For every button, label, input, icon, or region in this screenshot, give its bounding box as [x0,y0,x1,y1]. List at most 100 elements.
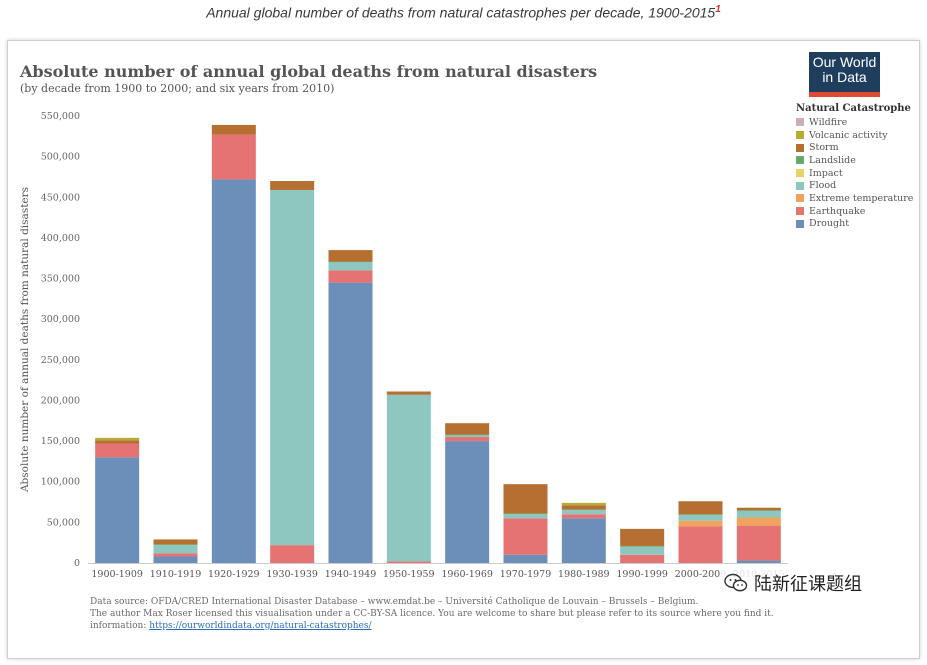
legend-label: Impact [809,167,843,179]
y-tick-label: 300,000 [41,314,80,325]
logo-line-1: Our World [812,54,877,70]
bar-segment-landslide [561,509,606,511]
bar-segment-earthquake [386,561,431,563]
bar-segment-earthquake [620,554,665,563]
legend-swatch [796,143,804,152]
y-tick-label: 150,000 [41,436,80,447]
legend-swatch [796,131,804,140]
watermark-text: 陆新征课题组 [754,574,862,595]
owid-logo[interactable]: Our World in Data [809,52,880,97]
legend-item-impact[interactable]: Impact [796,167,913,180]
legend-label: Earthquake [809,205,866,217]
chart-footer: Data source: OFDA/CRED International Dis… [90,596,810,632]
bar-segment-earthquake [270,545,315,563]
bar-segment-drought [153,556,198,563]
y-tick-label: 50,000 [47,517,80,528]
bar-segment-storm [736,507,781,511]
legend-swatch [796,118,804,127]
x-tick-label: 2000-2009 [675,569,727,580]
x-tick-label: 1930-1939 [266,569,318,580]
x-tick-label: 1950-1959 [383,569,435,580]
legend-swatch [796,207,804,216]
y-tick-label: 500,000 [41,152,80,163]
bar-segment-drought [211,179,256,563]
legend-item-storm[interactable]: Storm [796,141,913,154]
figure-caption: Annual global number of deaths from natu… [206,4,721,21]
source-link[interactable]: https://ourworldindata.org/natural-catas… [149,621,372,631]
bar-segment-earthquake [736,525,781,561]
x-tick-label: 1900-1909 [91,569,143,580]
bar-segment-drought [328,282,373,563]
stacked-bar-chart: 0 50,000 100,000 150,000 200,000 250,000 300,0… [19,111,788,580]
y-tick-label: 250,000 [41,355,80,366]
bar-segment-storm [620,528,665,546]
bar-segment-earthquake [503,518,548,555]
bar-segment-landslide [328,261,373,263]
bar-segment-earthquake [445,437,490,442]
legend-item-wildfire[interactable]: Wildfire [796,116,913,129]
legend-item-extreme-temperature[interactable]: Extreme temperature [796,192,913,205]
wechat-icon [724,573,748,592]
bar-segment-flood [386,394,431,562]
legend-item-volcanic-activity[interactable]: Volcanic activity [796,129,913,142]
legend-swatch [796,181,804,190]
bar-segment-storm [503,484,548,514]
bar-segment-landslide [153,544,198,546]
bar-segment-flood [445,435,490,438]
bar-segment-flood [736,510,781,518]
bar-segment-landslide [678,514,723,516]
legend-swatch [796,169,804,178]
bar-segment-earthquake [95,443,140,458]
bar-segment-earthquake [153,553,198,557]
legend-item-flood[interactable]: Flood [796,179,913,192]
bar-segment-drought [95,457,140,563]
bar-segment-storm [95,440,140,444]
bar-segment-volcanic-activity [95,437,140,441]
chart-subtitle: (by decade from 1900 to 2000; and six ye… [20,82,335,95]
bar-segment-drought [503,554,548,563]
x-tick-label: 1910-1919 [150,569,202,580]
bar-segment-storm [386,391,431,395]
bar-segment-storm [445,423,490,435]
watermark: 陆新征课题组 [720,570,866,596]
logo-line-2: in Data [822,69,867,85]
bar-segment-landslide [736,510,781,511]
y-tick-label: 450,000 [41,192,80,203]
footer-licence: The author Max Roser licensed this visua… [90,609,774,619]
legend-title: Natural Catastrophe [796,103,911,114]
legend-swatch [796,194,804,203]
bar-segment-flood [620,546,665,555]
bar-segment-earthquake [211,134,256,180]
bar-segment-landslide [503,513,548,515]
bar-segment-earthquake [328,270,373,283]
legend-label: Storm [809,142,839,154]
y-tick-label: 350,000 [41,274,80,285]
legend-label: Volcanic activity [809,129,888,141]
bar-segment-earthquake [678,526,723,563]
x-tick-label: 1920-1929 [208,569,260,580]
legend-item-drought[interactable]: Drought [796,218,913,231]
bar-segment-earthquake [561,514,606,519]
y-tick-label: 550,000 [41,111,80,122]
x-tick-label: 1970-1979 [500,569,552,580]
bar-segment-storm [270,181,315,190]
legend-item-earthquake[interactable]: Earthquake [796,205,913,218]
bar-segment-flood [678,515,723,521]
footer-source: Data source: OFDA/CRED International Dis… [90,597,699,607]
y-axis-title: Absolute number of annual deaths from na… [19,187,31,493]
y-tick-label: 200,000 [41,395,80,406]
chart-title: Absolute number of annual global deaths … [20,62,598,81]
bar-segment-extreme-temperature [736,517,781,526]
legend-label: Flood [809,180,837,192]
bar-segment-flood [153,545,198,554]
bar-segment-storm [561,505,606,510]
footnote-marker[interactable]: 1 [715,4,721,15]
x-tick-label: 1960-1969 [441,569,493,580]
bar-segment-volcanic-activity [561,502,606,506]
legend-item-landslide[interactable]: Landslide [796,154,913,167]
legend-label: Extreme temperature [809,192,914,204]
legend-swatch [796,156,804,165]
bar-segment-flood [270,189,315,546]
footer-info-label: information: [90,621,150,631]
bar-segment-landslide [445,434,490,436]
